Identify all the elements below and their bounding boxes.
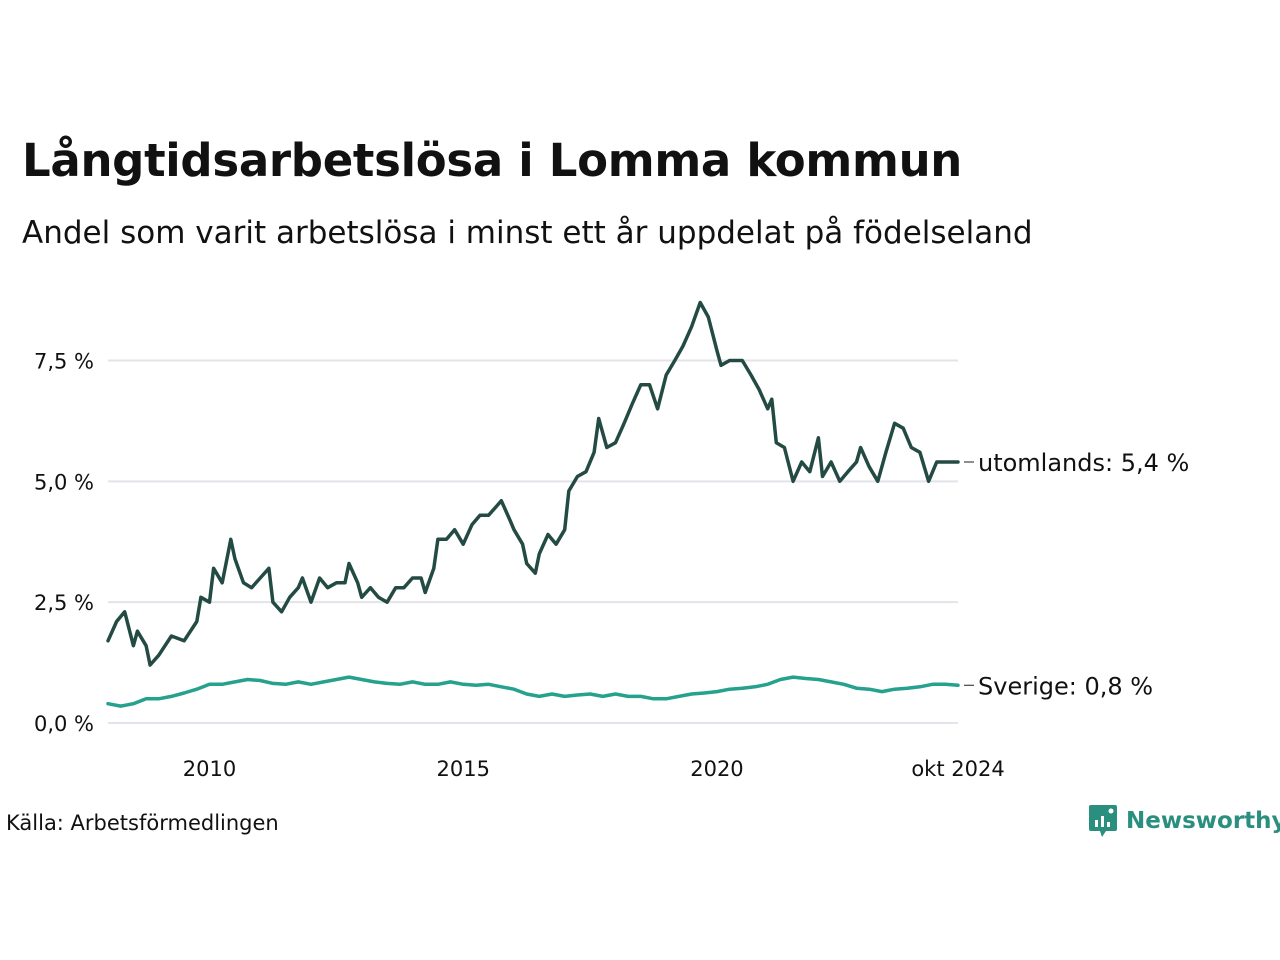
brand-name: Newsworthy: [1126, 808, 1280, 834]
chart-subtitle: Andel som varit arbetslösa i minst ett å…: [22, 215, 1033, 251]
series-line-utomlands: [106, 300, 960, 667]
chart-title: Långtidsarbetslösa i Lomma kommun: [22, 134, 963, 187]
x-tick-label-3: okt 2024: [911, 757, 1004, 781]
y-axis: 0,0 % 2,5 % 5,0 % 7,5 %: [34, 350, 94, 737]
y-tick-label-2: 5,0 %: [34, 470, 94, 494]
end-label-utomlands: utomlands: 5,4 %: [978, 449, 1189, 477]
end-label-sverige: Sverige: 0,8 %: [978, 672, 1153, 700]
brand-logo: Newsworthy: [1088, 803, 1280, 839]
line-chart: 0,0 % 2,5 % 5,0 % 7,5 % 2010 2015 2020 okt 202…: [34, 300, 1189, 781]
source-note: Källa: Arbetsförmedlingen: [6, 811, 279, 835]
x-axis: 2010 2015 2020 okt 2024: [183, 757, 1005, 781]
y-tick-label-1: 2,5 %: [34, 591, 94, 615]
grid-lines: [108, 359, 958, 724]
series-line-sverige: [106, 675, 960, 708]
end-labels: utomlands: 5,4 % Sverige: 0,8 %: [964, 449, 1189, 700]
x-tick-label-2: 2020: [690, 757, 743, 781]
y-tick-label-3: 7,5 %: [34, 350, 94, 374]
series-lines: [106, 300, 960, 708]
newsworthy-logo-icon: [1089, 805, 1117, 837]
y-tick-label-0: 0,0 %: [34, 712, 94, 736]
x-tick-label-1: 2015: [436, 757, 489, 781]
x-tick-label-0: 2010: [183, 757, 236, 781]
